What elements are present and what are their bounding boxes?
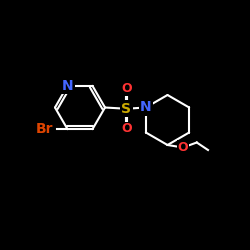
Text: N: N [62, 79, 73, 93]
Text: Br: Br [36, 122, 54, 136]
Text: O: O [121, 122, 132, 135]
Text: S: S [121, 102, 131, 116]
Text: O: O [121, 82, 132, 95]
Text: O: O [178, 141, 188, 154]
Text: N: N [140, 100, 152, 114]
